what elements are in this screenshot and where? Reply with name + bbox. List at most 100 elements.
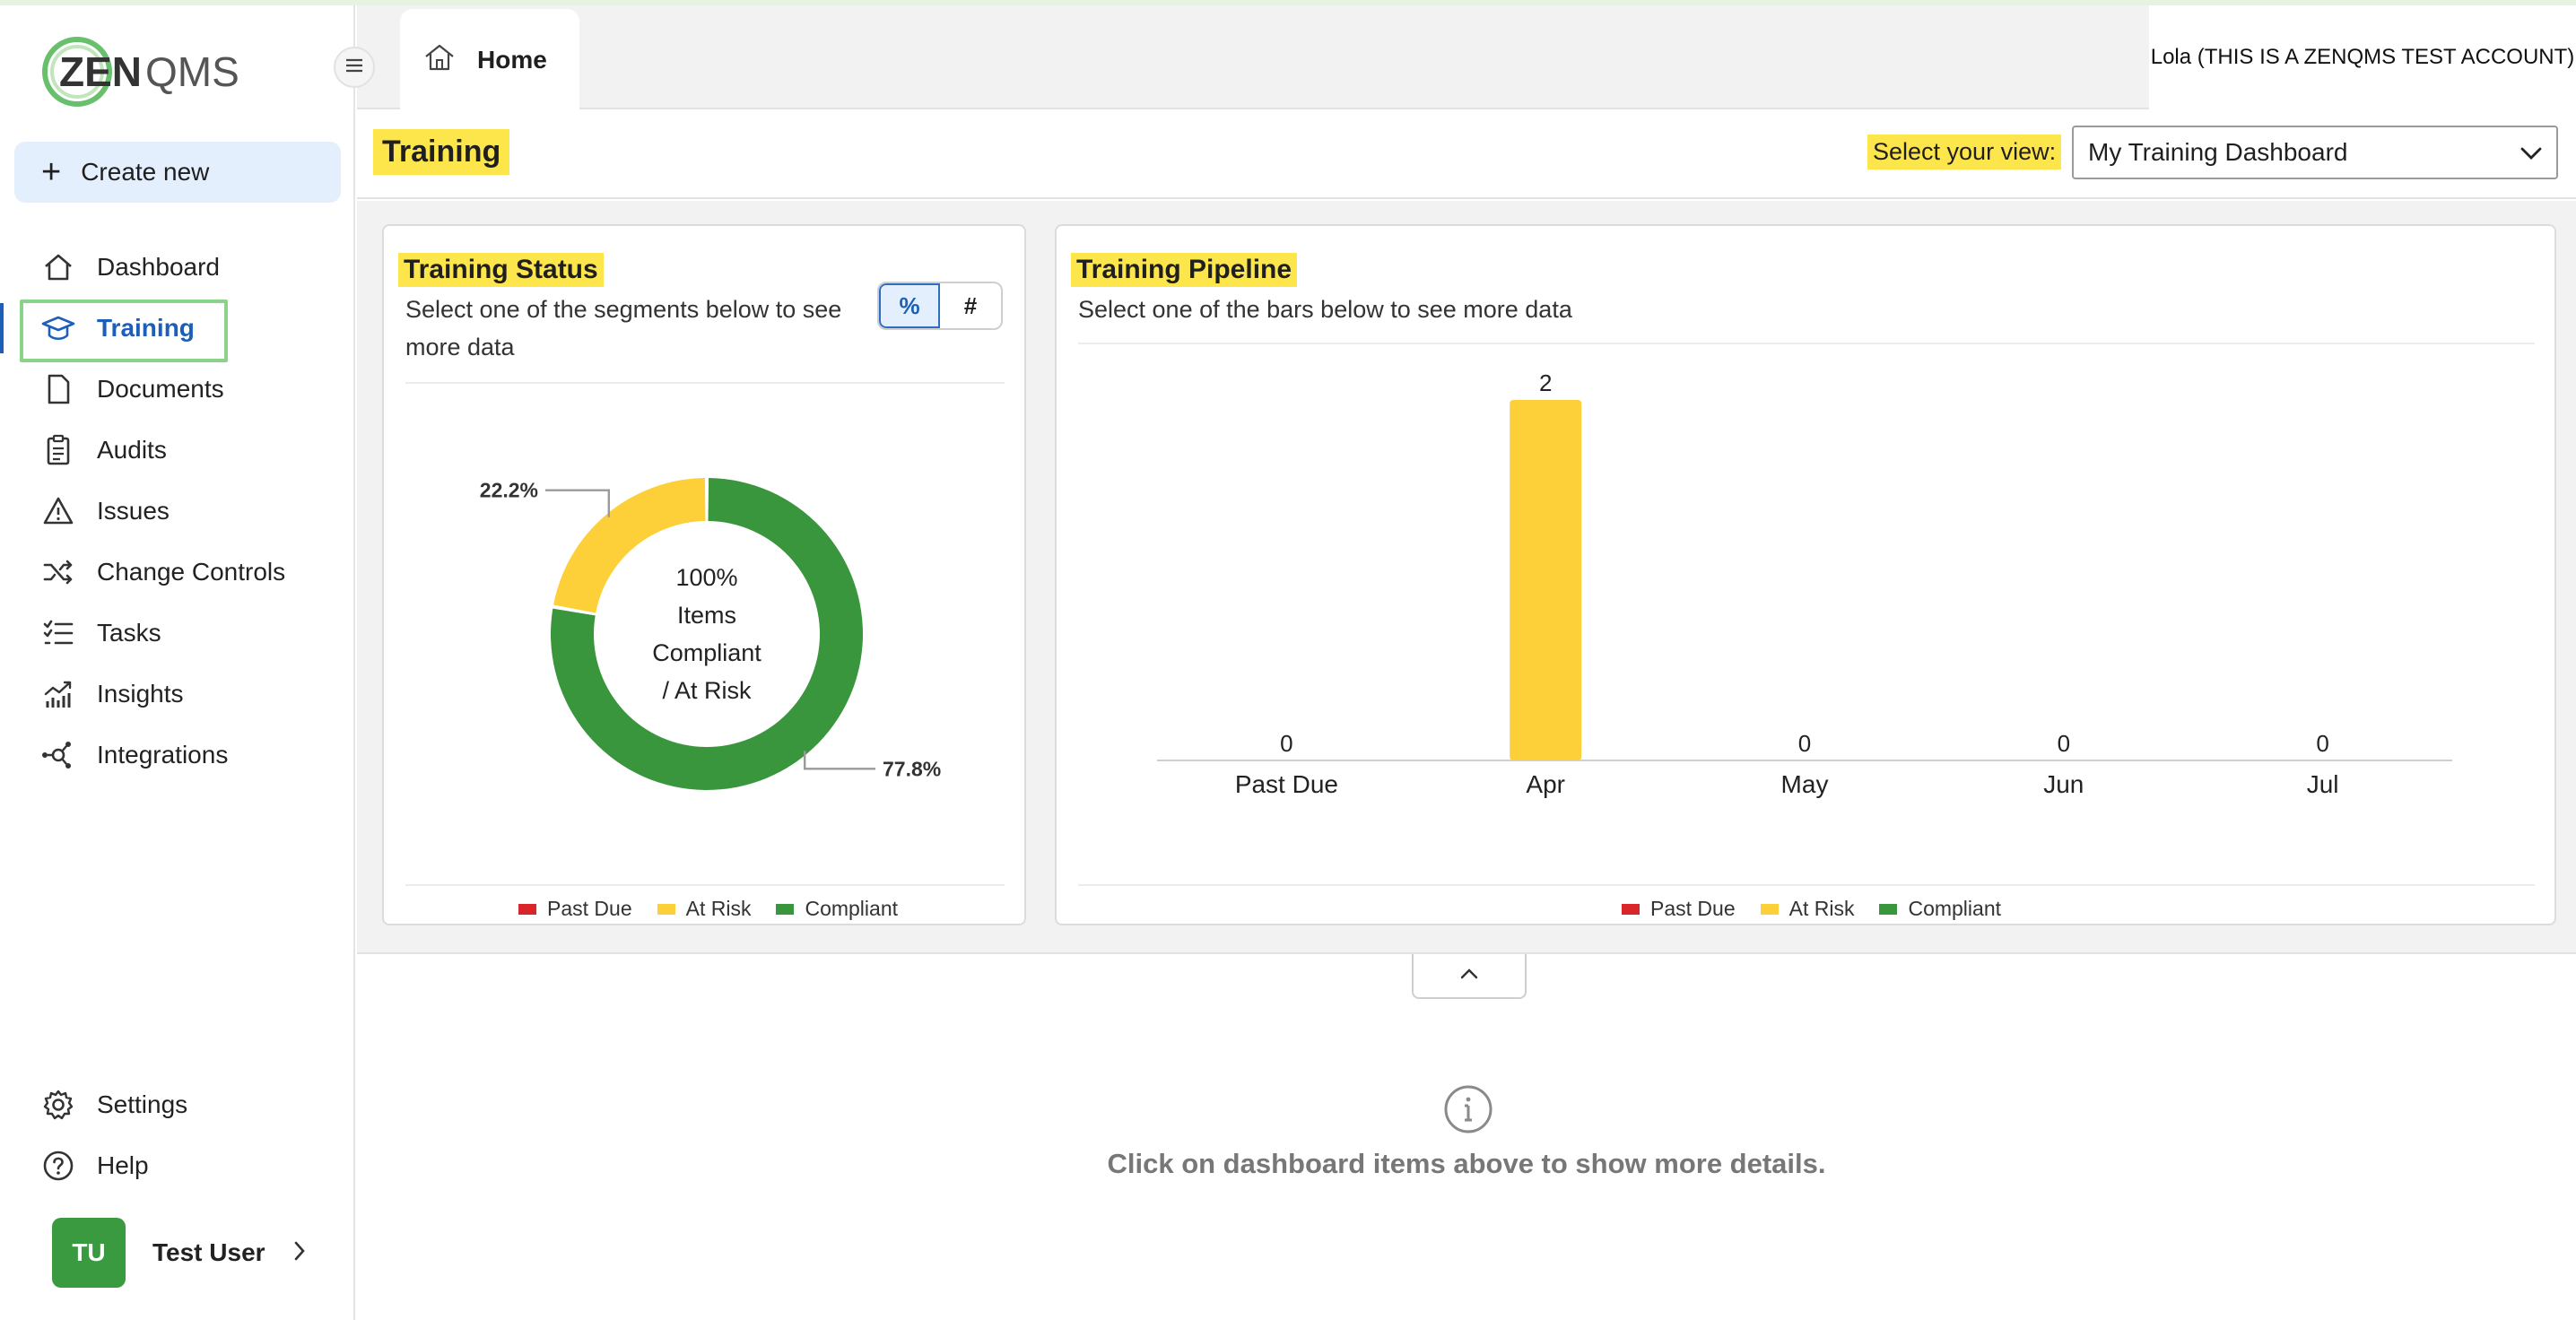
bar-value-label: 0	[1798, 730, 1811, 757]
donut-slice-at-risk[interactable]	[553, 478, 706, 613]
card-divider	[1078, 343, 2535, 344]
training-status-card: Training Status Select one of the segmen…	[382, 224, 1026, 925]
create-new-label: Create new	[81, 158, 210, 186]
bar-value-label: 2	[1539, 369, 1552, 396]
card-divider	[1078, 884, 2535, 886]
sidebar-item-dashboard[interactable]: Dashboard	[0, 237, 355, 298]
view-select-label: Select your view:	[1867, 135, 2062, 169]
shuffle-icon	[41, 555, 75, 589]
toggle-percent[interactable]: %	[879, 283, 941, 328]
sidebar-item-settings[interactable]: Settings	[0, 1074, 355, 1135]
bar-apr[interactable]	[1510, 400, 1582, 760]
legend-compliant[interactable]: Compliant	[1879, 897, 2001, 921]
legend-swatch	[1622, 903, 1640, 915]
legend-past-due[interactable]: Past Due	[518, 897, 632, 921]
sidebar-item-label: Help	[97, 1151, 149, 1179]
tab-home-label: Home	[477, 46, 547, 74]
zenqms-logo-graphic: ZEN QMS	[42, 37, 239, 107]
sidebar-item-label: Change Controls	[97, 558, 286, 586]
x-tick-label: Apr	[1526, 770, 1565, 798]
view-select[interactable]: My Training Dashboard	[2072, 126, 2558, 179]
sidebar-item-label: Settings	[97, 1090, 188, 1118]
donut-leader-line	[545, 489, 611, 517]
subtitle-line-1: Select one of the segments below to see	[405, 296, 842, 323]
unit-toggle: % #	[877, 282, 1003, 330]
tab-home[interactable]: Home	[400, 9, 579, 111]
card-divider	[405, 884, 1005, 886]
top-header: Home Lola (THIS IS A ZENQMS TEST ACCOUNT…	[357, 5, 2576, 111]
help-circle-icon	[41, 1149, 75, 1183]
legend-label: At Risk	[685, 897, 752, 920]
active-indicator	[0, 303, 4, 353]
sidebar-item-insights[interactable]: Insights	[0, 664, 355, 725]
pipeline-legend: Past Due At Risk Compliant	[1622, 897, 2026, 921]
toggle-count[interactable]: #	[963, 291, 978, 319]
sidebar-item-label: Insights	[97, 680, 184, 708]
sidebar-item-label: Issues	[97, 497, 170, 525]
sidebar-item-label: Training	[97, 314, 195, 342]
info-icon	[1442, 1083, 1494, 1140]
legend-label: Past Due	[547, 897, 632, 920]
x-tick-label: Past Due	[1235, 770, 1338, 798]
sidebar-item-label: Dashboard	[97, 253, 220, 281]
details-empty-message: Click on dashboard items above to show m…	[1107, 1148, 1826, 1179]
sidebar-item-audits[interactable]: Audits	[0, 420, 355, 481]
sidebar-item-tasks[interactable]: Tasks	[0, 603, 355, 664]
donut-center-text: Compliant	[652, 639, 761, 666]
donut-center-text: 100%	[675, 564, 737, 591]
x-tick-label: May	[1781, 770, 1829, 798]
collapse-panel-button[interactable]	[1412, 954, 1527, 999]
chevron-right-icon	[291, 1238, 309, 1268]
legend-past-due[interactable]: Past Due	[1622, 897, 1736, 921]
sidebar-item-help[interactable]: Help	[0, 1135, 355, 1196]
legend-compliant[interactable]: Compliant	[776, 897, 898, 921]
legend-swatch	[1879, 903, 1898, 915]
donut-data-label: 22.2%	[480, 479, 538, 502]
user-menu[interactable]: TU Test User	[52, 1218, 309, 1288]
home-icon	[41, 250, 75, 284]
chevron-down-icon	[2519, 142, 2544, 170]
donut-data-label: 77.8%	[883, 757, 941, 780]
x-tick-label: Jul	[2307, 770, 2339, 798]
document-icon	[41, 372, 75, 406]
sidebar-item-label: Tasks	[97, 619, 161, 647]
card-divider	[405, 382, 1005, 384]
top-strip	[0, 0, 2576, 5]
home-icon	[423, 42, 456, 79]
sidebar-item-issues[interactable]: Issues	[0, 481, 355, 542]
svg-text:QMS: QMS	[145, 48, 239, 95]
sidebar-item-integrations[interactable]: Integrations	[0, 725, 355, 786]
status-legend: Past Due At Risk Compliant	[518, 897, 923, 921]
page-title: Training	[373, 129, 510, 175]
legend-at-risk[interactable]: At Risk	[1760, 897, 1854, 921]
legend-at-risk[interactable]: At Risk	[657, 897, 752, 921]
sidebar-collapse-button[interactable]	[334, 47, 375, 88]
training-pipeline-card: Training Pipeline Select one of the bars…	[1055, 224, 2556, 925]
legend-swatch	[1760, 903, 1779, 915]
plus-icon: +	[41, 153, 62, 191]
sidebar-item-label: Audits	[97, 436, 167, 464]
legend-label: Compliant	[805, 897, 898, 920]
clipboard-icon	[41, 433, 75, 467]
avatar: TU	[52, 1218, 126, 1288]
donut-center-text: / At Risk	[662, 677, 752, 704]
sidebar-item-documents[interactable]: Documents	[0, 359, 355, 420]
view-select-value: My Training Dashboard	[2088, 138, 2348, 166]
legend-swatch	[657, 903, 675, 915]
dashboard-panel: Training Status Select one of the segmen…	[357, 201, 2576, 954]
bar-value-label: 0	[2058, 730, 2070, 757]
create-new-button[interactable]: + Create new	[14, 142, 341, 203]
training-pipeline-subtitle: Select one of the bars below to see more…	[1078, 296, 1572, 323]
sidebar-item-label: Documents	[97, 375, 224, 403]
chevron-up-icon	[1457, 965, 1482, 987]
sidebar-item-change-controls[interactable]: Change Controls	[0, 542, 355, 603]
account-name[interactable]: Lola (THIS IS A ZENQMS TEST ACCOUNT)	[2149, 5, 2576, 109]
bar-value-label: 0	[1280, 730, 1292, 757]
training-pipeline-bar-chart: 0 Past Due 2 Apr 0 May 0 Jun 0 Jul	[1157, 369, 2452, 798]
legend-swatch	[518, 903, 536, 915]
legend-label: Compliant	[1908, 897, 2001, 920]
gear-icon	[41, 1088, 75, 1122]
sidebar-item-training[interactable]: Training	[0, 298, 355, 362]
zenqms-logo[interactable]: ZEN QMS	[39, 30, 246, 117]
insights-chart-icon	[41, 677, 75, 711]
